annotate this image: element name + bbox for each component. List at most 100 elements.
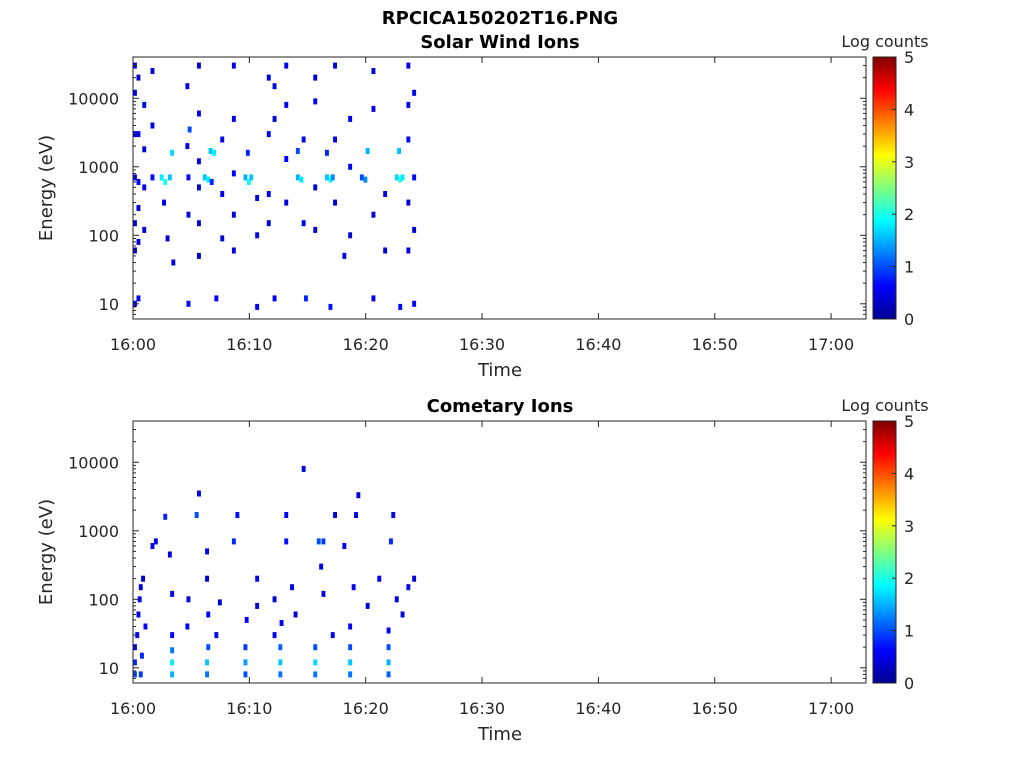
colorbar-tick-label: 1 [904, 622, 914, 641]
heatmap-cell [333, 136, 337, 143]
x-tick-label: 16:00 [110, 699, 156, 718]
y-axis-label: Energy (eV) [36, 135, 57, 241]
heatmap-cell [138, 584, 143, 591]
heatmap-cell [231, 115, 236, 122]
heatmap-cell [150, 122, 155, 129]
heatmap-cell [266, 220, 271, 227]
heatmap-cell [244, 616, 249, 623]
heatmap-cell [170, 632, 175, 639]
heatmap-cell [333, 199, 337, 206]
heatmap-cell [137, 596, 142, 603]
cometary-ions-panel: Cometary Ions Log counts Time Energy (eV… [36, 396, 929, 745]
heatmap-cell [295, 174, 300, 181]
heatmap-cell [400, 174, 405, 181]
heatmap-cell [386, 671, 391, 678]
heatmap-cell [138, 671, 143, 678]
heatmap-cell [272, 295, 277, 302]
heatmap-cell [197, 220, 201, 227]
colorbar-tick-label: 0 [904, 674, 914, 693]
colorbar-tick-label: 2 [904, 569, 914, 588]
x-tick-label: 16:10 [226, 335, 272, 354]
heatmap-cell [398, 303, 403, 310]
heatmap-cell [170, 590, 175, 597]
panel-title: Solar Wind Ions [420, 32, 579, 53]
x-tick-label: 16:50 [692, 699, 738, 718]
heatmap-cell [231, 211, 236, 218]
heatmap-cell [205, 548, 209, 555]
heatmap-cell [304, 295, 308, 302]
heatmap-cell [293, 611, 298, 618]
heatmap-cell [365, 148, 370, 154]
heatmap-cell [186, 174, 191, 181]
y-tick-label: 1000 [78, 158, 119, 177]
heatmap-cell [386, 659, 391, 666]
plot-frame [132, 420, 867, 684]
heatmap-cell [328, 303, 333, 310]
heatmap-cell [136, 74, 141, 81]
heatmap-cells [133, 465, 417, 678]
x-tick-label: 17:00 [808, 699, 854, 718]
colorbar-tick-label: 5 [904, 412, 914, 431]
heatmap-cell [231, 247, 236, 254]
heatmap-cell [313, 184, 318, 191]
heatmap-cell [398, 176, 403, 183]
heatmap-cell [272, 632, 277, 639]
colorbar-scale [872, 56, 897, 320]
heatmap-cell [220, 191, 225, 197]
heatmap-cell [299, 176, 304, 183]
heatmap-cell [205, 659, 209, 666]
heatmap-cell [328, 176, 333, 183]
heatmap-cell [295, 148, 300, 154]
heatmap-cell [162, 199, 166, 206]
heatmap-cell [163, 513, 168, 520]
colorbar: 0 1 2 3 4 5 [872, 412, 914, 693]
y-tick-label: 10 [99, 659, 119, 678]
colorbar-tick-label: 5 [904, 48, 914, 67]
heatmap-cell [197, 184, 201, 191]
heatmap-cell [136, 238, 141, 245]
heatmap-cell [313, 659, 318, 666]
x-axis-label: Time [477, 360, 522, 381]
heatmap-cell [150, 543, 155, 549]
heatmap-cell [333, 512, 337, 518]
colorbar-title: Log counts [841, 32, 928, 51]
heatmap-cell [333, 62, 337, 69]
heatmap-cell [206, 176, 211, 183]
y-tick-label: 1000 [78, 522, 119, 541]
heatmap-cell [243, 174, 248, 181]
heatmap-cell [386, 627, 391, 634]
heatmap-cell [394, 174, 399, 181]
colorbar-tick-label: 3 [904, 517, 914, 536]
x-tick-label: 17:00 [808, 335, 854, 354]
heatmap-cell [278, 644, 283, 651]
heatmap-cell [255, 575, 260, 582]
heatmap-cell [186, 211, 191, 218]
x-tick-label: 16:50 [692, 335, 738, 354]
x-tick-label: 16:00 [110, 335, 156, 354]
colorbar-title: Log counts [841, 396, 928, 415]
axes: 16:00 16:10 16:20 16:30 16:40 16:50 17:00 10 100… [68, 420, 867, 718]
heatmap-cell [386, 644, 391, 651]
heatmap-cell [231, 170, 236, 177]
heatmap-cell [133, 220, 137, 227]
colorbar-tick-label: 2 [904, 205, 914, 224]
heatmap-cell [171, 259, 176, 266]
colorbar: 0 1 2 3 4 5 [872, 48, 914, 329]
heatmap-cell [391, 512, 396, 518]
y-tick-label: 100 [88, 226, 119, 245]
heatmap-cell [185, 623, 190, 630]
heatmap-cell [243, 644, 248, 651]
heatmap-cell [170, 647, 175, 654]
colorbar-tick-label: 4 [904, 100, 914, 119]
heatmap-cell [255, 195, 260, 201]
heatmap-cell [284, 538, 289, 545]
heatmap-cell [217, 599, 222, 606]
heatmap-cell [383, 247, 388, 254]
heatmap-cell [412, 300, 417, 307]
heatmap-cell [220, 235, 225, 242]
heatmap-cell [185, 143, 190, 150]
heatmap-cell [389, 538, 393, 545]
heatmap-cell [284, 512, 289, 518]
heatmap-cell [142, 226, 147, 233]
